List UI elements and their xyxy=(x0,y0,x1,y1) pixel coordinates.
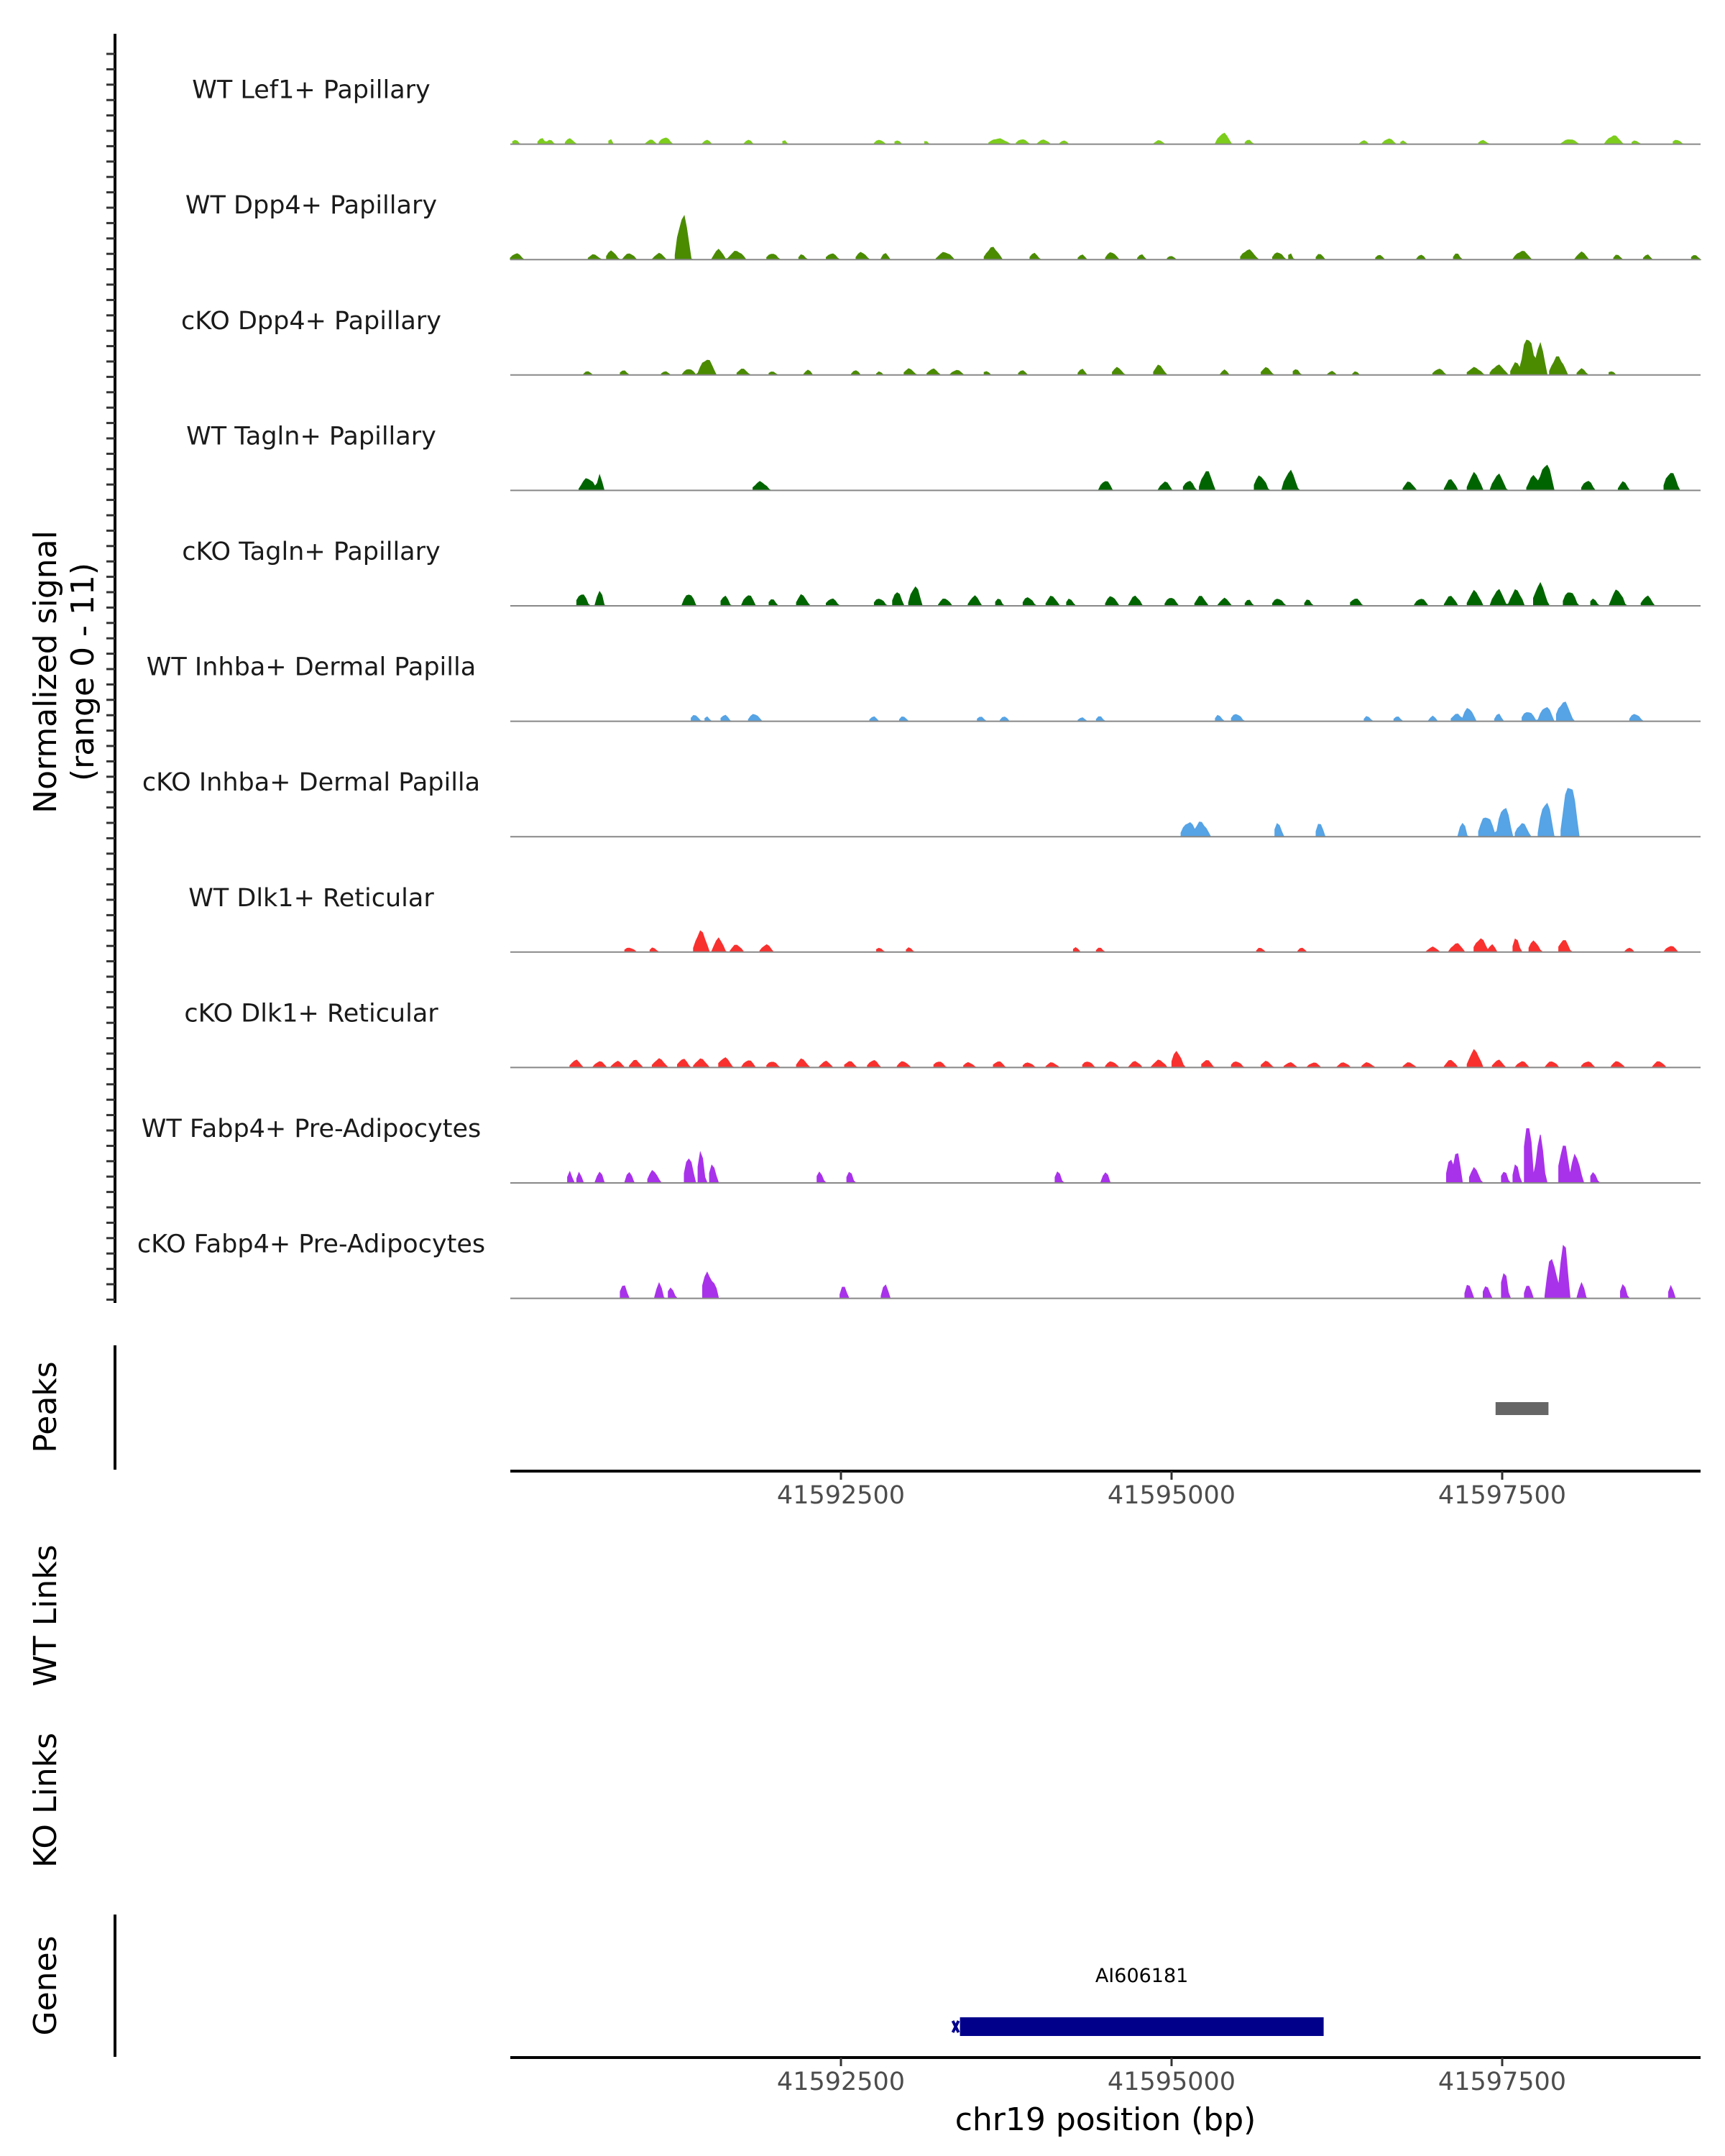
x-tick-label: 41592500 xyxy=(777,1481,905,1510)
track-label: cKO Dlk1+ Reticular xyxy=(184,999,438,1028)
gene-label: AI606181 xyxy=(1095,1965,1189,1987)
x-axis-top-ticks: 41592500 41595000 41597500 xyxy=(777,1471,1566,1510)
coverage-tracks: WT Lef1+ Papillary WT Dpp4+ Papillary cKO … xyxy=(137,76,1702,1299)
signal-area xyxy=(576,581,1656,607)
track-8: cKO Dlk1+ Reticular xyxy=(184,999,1701,1069)
signal-area xyxy=(579,464,1681,491)
track-1: WT Dpp4+ Papillary xyxy=(185,191,1702,261)
genes-track: AI606181 xyxy=(951,1965,1324,2036)
genes-track-label: Genes xyxy=(27,1935,64,2035)
track-label: WT Lef1+ Papillary xyxy=(192,76,431,105)
track-label: WT Dlk1+ Reticular xyxy=(188,884,434,913)
signal-area xyxy=(1180,788,1580,837)
signal-area xyxy=(620,1245,1676,1299)
track-0: WT Lef1+ Papillary xyxy=(192,76,1701,145)
signal-area xyxy=(567,1128,1601,1184)
track-label: cKO Fabp4+ Pre-Adipocytes xyxy=(137,1230,485,1259)
track-label: WT Tagln+ Papillary xyxy=(186,422,436,451)
track-4: cKO Tagln+ Papillary xyxy=(182,538,1701,607)
signal-area xyxy=(624,930,1680,953)
ko-links-label: KO Links xyxy=(27,1733,64,1868)
track-6: cKO Inhba+ Dermal Papilla xyxy=(142,768,1701,838)
y-axis-title-line2: (range 0 - 11) xyxy=(65,563,101,781)
track-label: WT Fabp4+ Pre-Adipocytes xyxy=(142,1115,481,1143)
gene-body xyxy=(960,2017,1324,2036)
peaks-track-label: Peaks xyxy=(27,1361,64,1452)
track-7: WT Dlk1+ Reticular xyxy=(188,884,1701,953)
y-axis-title-line1: Normalized signal xyxy=(27,530,64,814)
track-label: cKO Inhba+ Dermal Papilla xyxy=(142,768,480,797)
x-tick-label: 41595000 xyxy=(1108,1481,1236,1510)
track-label: cKO Dpp4+ Papillary xyxy=(181,307,441,336)
signal-area xyxy=(512,132,1685,145)
track-10: cKO Fabp4+ Pre-Adipocytes xyxy=(137,1230,1701,1299)
coverage-y-axis-ticks xyxy=(106,52,115,1301)
gene-strand-arrow xyxy=(951,2020,960,2033)
x-axis-bottom-ticks: 41592500 41595000 41597500 xyxy=(777,2058,1566,2096)
track-5: WT Inhba+ Dermal Papilla xyxy=(147,653,1701,722)
peak-interval xyxy=(1495,1402,1549,1415)
signal-area xyxy=(691,701,1644,722)
wt-links-label: WT Links xyxy=(27,1544,64,1686)
x-axis-title: chr19 position (bp) xyxy=(955,2101,1256,2138)
track-2: cKO Dpp4+ Papillary xyxy=(181,307,1701,376)
track-label: cKO Tagln+ Papillary xyxy=(182,538,441,566)
track-9: WT Fabp4+ Pre-Adipocytes xyxy=(142,1115,1701,1184)
signal-area xyxy=(510,214,1702,260)
track-3: WT Tagln+ Papillary xyxy=(186,422,1701,492)
x-tick-label: 41595000 xyxy=(1108,2068,1236,2096)
x-tick-label: 41597500 xyxy=(1438,1481,1566,1510)
signal-area xyxy=(583,339,1617,376)
track-label: WT Dpp4+ Papillary xyxy=(185,191,437,220)
track-label: WT Inhba+ Dermal Papilla xyxy=(147,653,476,682)
x-tick-label: 41597500 xyxy=(1438,2068,1566,2096)
peaks-track xyxy=(1495,1402,1549,1415)
signal-area xyxy=(569,1049,1668,1068)
x-tick-label: 41592500 xyxy=(777,2068,905,2096)
